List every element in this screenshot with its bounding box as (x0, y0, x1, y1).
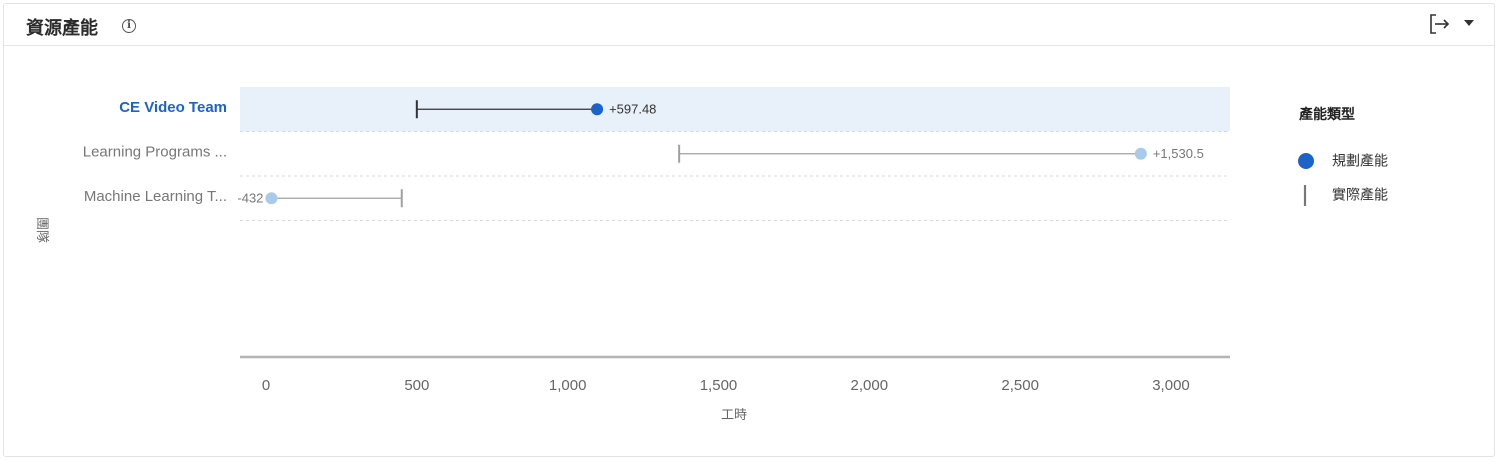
difference-label: +597.48 (609, 102, 656, 117)
x-tick-label: 1,000 (549, 377, 587, 394)
legend-planned-label[interactable]: 規劃產能 (1332, 153, 1388, 169)
difference-label: +1,530.5 (1153, 146, 1204, 161)
x-axis-title: 工時 (721, 407, 747, 422)
x-tick-label: 2,500 (1001, 377, 1039, 394)
legend-actual-label[interactable]: 實際產能 (1332, 187, 1388, 203)
planned-capacity-point[interactable] (265, 192, 278, 205)
difference-label: -432 (237, 191, 263, 206)
category-label[interactable]: Learning Programs ... (83, 144, 227, 161)
active-row-highlight (240, 87, 1230, 132)
x-tick-label: 2,000 (851, 377, 889, 394)
widget-header: 資源產能 i (4, 4, 1494, 46)
widget-title: 資源產能 (26, 18, 98, 38)
category-label[interactable]: Machine Learning T... (84, 188, 227, 205)
resource-capacity-widget: 資源產能 i (3, 3, 1495, 457)
planned-capacity-point[interactable] (1134, 147, 1147, 160)
x-tick-label: 0 (262, 377, 270, 394)
category-label[interactable]: CE Video Team (119, 99, 227, 116)
planned-capacity-point[interactable] (591, 103, 604, 116)
x-tick-label: 500 (404, 377, 429, 394)
info-icon[interactable]: i (122, 19, 136, 33)
legend-title: 產能類型 (1298, 106, 1355, 122)
export-icon[interactable] (1427, 12, 1451, 36)
chevron-down-icon[interactable] (1462, 17, 1476, 29)
x-tick-label: 3,000 (1152, 377, 1190, 394)
y-axis-title: 團隊 (35, 217, 50, 243)
x-tick-label: 1,500 (700, 377, 738, 394)
legend-planned-marker[interactable] (1298, 153, 1314, 169)
